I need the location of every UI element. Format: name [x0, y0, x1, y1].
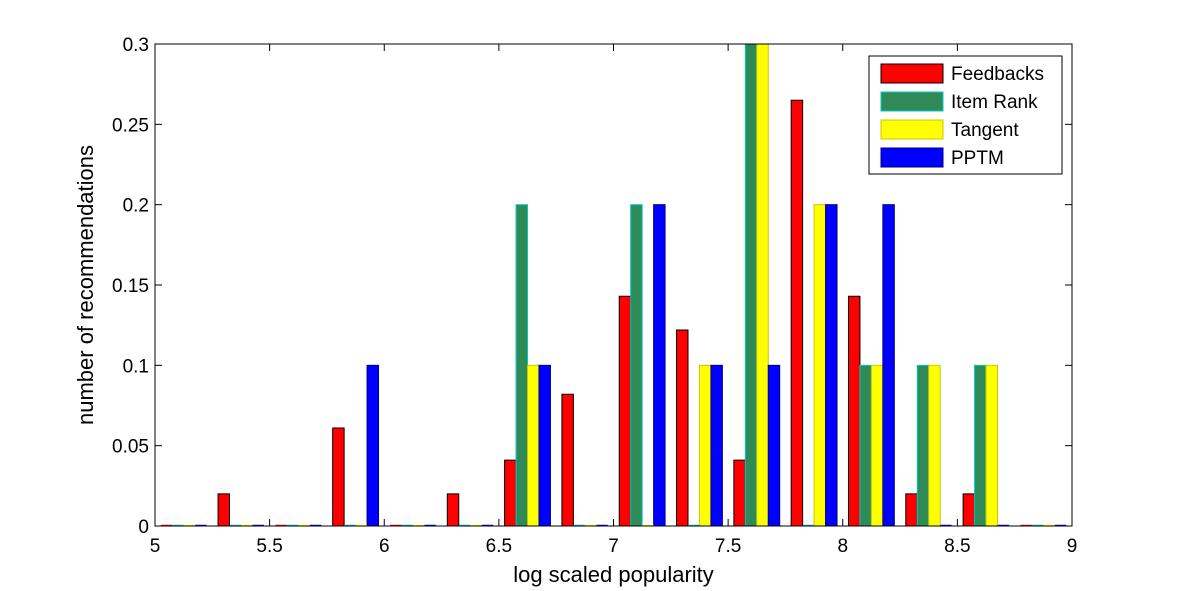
bar-item-rank-8 — [630, 204, 643, 527]
bar-tangent-14 — [985, 364, 998, 527]
bar-feedbacks-3 — [332, 427, 345, 527]
bar-feedbacks-13 — [905, 493, 918, 527]
bar-pptm-10 — [767, 364, 781, 527]
bar-feedbacks-10 — [733, 459, 746, 527]
bar-pptm-3 — [366, 364, 380, 527]
bar-tangent-10 — [756, 43, 769, 527]
bar-pptm-12 — [882, 204, 895, 527]
x-axis-ticks: 5 5.5 6 6.5 7 7.5 8 8.5 9 — [150, 44, 1078, 557]
bar-feedbacks-14 — [962, 493, 976, 527]
legend-swatch-item-rank — [880, 91, 944, 112]
bar-pptm-6 — [538, 364, 551, 527]
y-tick-label: 0.1 — [123, 356, 149, 377]
y-tick-label: 0.3 — [123, 35, 149, 56]
bar-tangent-6 — [527, 364, 540, 527]
legend-swatch-feedbacks — [880, 63, 944, 84]
bar-item-rank-13 — [916, 364, 930, 527]
x-axis-label: log scaled popularity — [513, 562, 714, 587]
bar-tangent-12 — [870, 364, 884, 527]
y-tick-label: 0.15 — [112, 276, 149, 297]
bar-item-rank-12 — [859, 364, 872, 527]
legend-label-feedbacks: Feedbacks — [951, 64, 1044, 85]
bar-feedbacks-6 — [504, 459, 517, 527]
bar-feedbacks-5 — [446, 493, 460, 527]
bar-tangent-13 — [928, 364, 941, 527]
y-tick-label: 0.25 — [112, 115, 149, 136]
bar-feedbacks-12 — [847, 295, 861, 527]
y-tick-label: 0 — [138, 517, 149, 538]
bar-item-rank-14 — [974, 364, 987, 527]
legend-swatch-pptm — [880, 147, 944, 168]
bar-item-rank-10 — [744, 43, 758, 527]
bar-item-rank-6 — [515, 204, 529, 527]
bar-feedbacks-9 — [676, 329, 689, 527]
legend-label-tangent: Tangent — [951, 120, 1019, 141]
legend-label-item-rank: Item Rank — [951, 92, 1038, 113]
bar-feedbacks-11 — [790, 99, 804, 527]
x-tick-label: 5.5 — [256, 536, 282, 557]
bar-pptm-8 — [653, 204, 666, 527]
legend-items: Feedbacks Item Rank Tangent PPTM — [880, 63, 1044, 169]
bar-feedbacks-1 — [217, 493, 230, 527]
bar-pptm-11 — [825, 204, 838, 527]
x-tick-label: 7 — [608, 536, 619, 557]
bar-pptm-9 — [710, 364, 723, 527]
x-tick-label: 6.5 — [486, 536, 512, 557]
bar-feedbacks-7 — [561, 393, 574, 527]
x-tick-label: 9 — [1067, 536, 1078, 557]
x-tick-label: 8.5 — [944, 536, 970, 557]
legend-label-pptm: PPTM — [951, 148, 1004, 169]
x-tick-label: 8 — [837, 536, 848, 557]
legend: Feedbacks Item Rank Tangent PPTM — [868, 55, 1063, 175]
bar-tangent-11 — [813, 204, 827, 527]
y-tick-label: 0.2 — [123, 196, 149, 217]
bar-tangent-9 — [698, 364, 712, 527]
x-tick-label: 7.5 — [715, 536, 741, 557]
y-tick-label: 0.05 — [112, 437, 149, 458]
y-axis-ticks: 0 0.05 0.1 0.15 0.2 0.25 0.3 — [112, 35, 1072, 538]
bars-layer — [217, 43, 998, 527]
bar-feedbacks-8 — [618, 295, 632, 527]
legend-swatch-tangent — [880, 119, 944, 140]
y-axis-label: number of recommendations — [73, 145, 98, 425]
x-tick-label: 5 — [150, 536, 161, 557]
x-tick-label: 6 — [379, 536, 390, 557]
